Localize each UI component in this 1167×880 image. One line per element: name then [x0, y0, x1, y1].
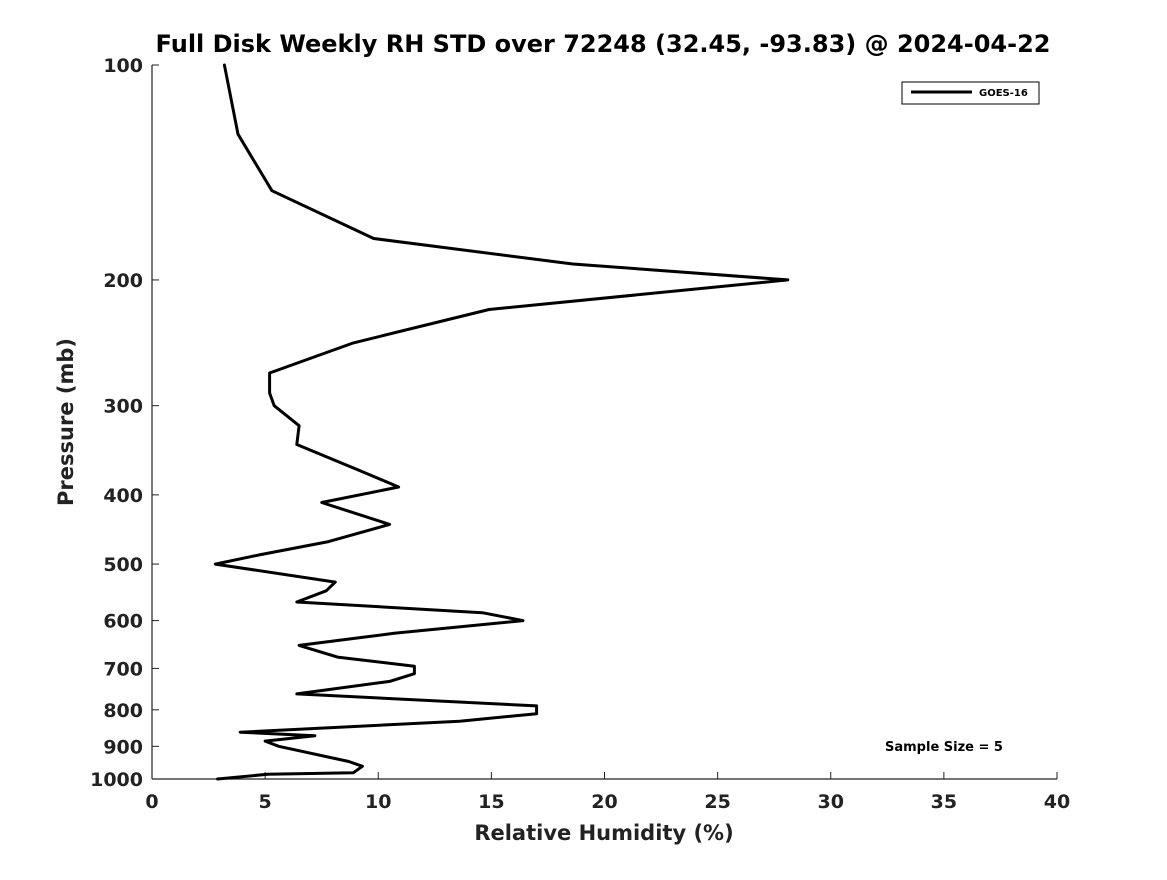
y-tick-label: 600: [103, 611, 143, 633]
y-tick-label: 700: [103, 658, 143, 680]
x-tick-label: 25: [704, 791, 730, 813]
x-tick-label: 5: [259, 791, 272, 813]
sample-size-annotation: Sample Size = 5: [885, 740, 1003, 755]
x-tick-label: 30: [818, 791, 844, 813]
y-tick-label: 500: [103, 554, 143, 576]
y-tick-label: 300: [103, 396, 143, 418]
x-axis-label: Relative Humidity (%): [474, 821, 733, 845]
y-axis-label: Pressure (mb): [54, 338, 78, 506]
axes: [151, 65, 1057, 780]
legend: GOES-16: [901, 81, 1040, 105]
x-tick-label: 20: [591, 791, 617, 813]
y-tick-label: 100: [103, 55, 143, 77]
x-tick-label: 10: [365, 791, 391, 813]
legend-label-goes-16: GOES-16: [979, 88, 1028, 99]
x-tick-label: 40: [1044, 791, 1070, 813]
y-tick-label: 1000: [90, 769, 143, 791]
y-tick-label: 400: [103, 485, 143, 507]
series-group: [213, 63, 790, 781]
y-tick-label: 900: [103, 736, 143, 758]
chart-title: Full Disk Weekly RH STD over 72248 (32.4…: [156, 30, 1051, 58]
x-tick-label: 0: [145, 791, 158, 813]
x-tick-label: 35: [931, 791, 957, 813]
x-ticks: 0 5 10 15 20 25 30 35 40: [145, 772, 1070, 813]
series-line-goes-16: [213, 63, 790, 781]
y-ticks: 100 200 300 400 500 600 700 800 900 1000: [90, 55, 159, 791]
y-tick-label: 800: [103, 700, 143, 722]
x-tick-label: 15: [478, 791, 504, 813]
y-tick-label: 200: [103, 270, 143, 292]
